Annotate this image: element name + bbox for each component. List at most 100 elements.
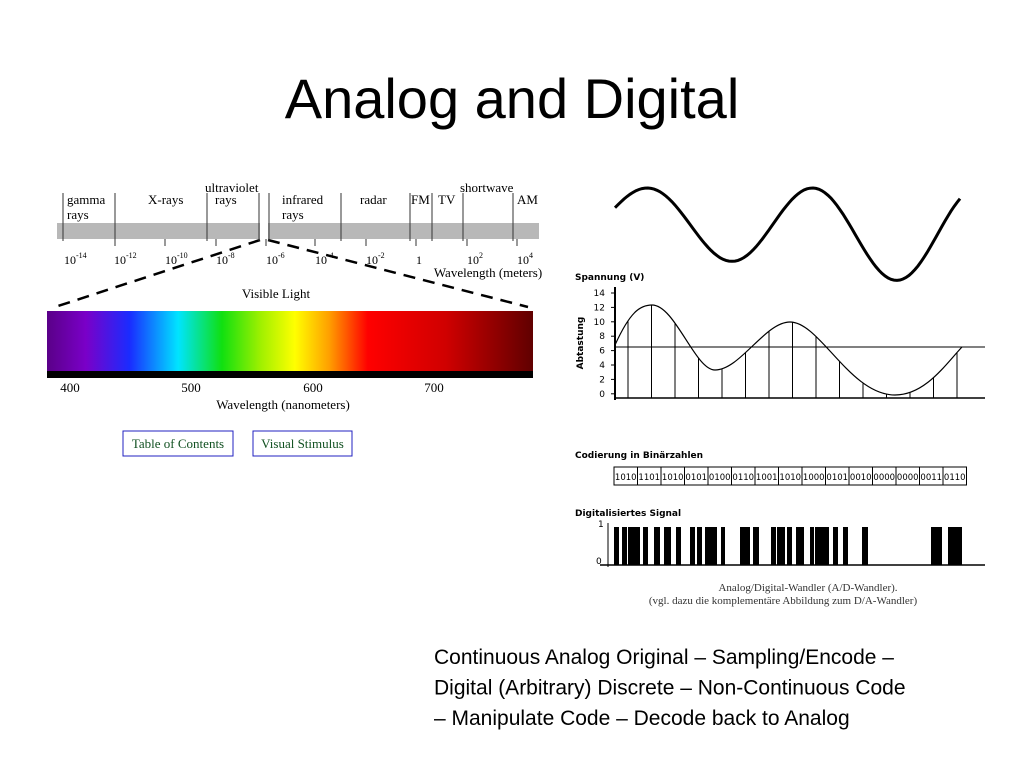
y-tick-label: 6 — [599, 347, 605, 357]
signal-pulse — [622, 527, 627, 565]
signal-pulse — [948, 527, 962, 565]
level-label: 1 — [598, 520, 604, 530]
graph-title: Spannung (V) — [575, 273, 644, 283]
tick-label: 600 — [303, 380, 323, 395]
axis-label: Wavelength (nanometers) — [216, 397, 350, 412]
signal-pulse — [796, 527, 801, 565]
analog-wave — [613, 186, 962, 282]
visible-axis — [47, 371, 533, 378]
scale-base: 10 — [315, 253, 327, 267]
caption-line: Continuous Analog Original – Sampling/En… — [434, 646, 894, 669]
y-tick-label: 10 — [594, 318, 606, 328]
scale-label: 10-10 — [165, 251, 188, 267]
scale-base: 10 — [216, 253, 228, 267]
code-label: 0011 — [920, 473, 942, 483]
band-label: rays — [282, 207, 304, 222]
signal-pulse — [705, 527, 717, 565]
y-tick-label: 0 — [599, 390, 605, 400]
graph-title: Digitalisiertes Signal — [575, 509, 681, 519]
band-label: rays — [67, 207, 89, 222]
signal-pulse — [628, 527, 640, 565]
scale-base: 10 — [64, 253, 76, 267]
code-label: 0110 — [944, 473, 966, 483]
scale-exponent: -8 — [228, 251, 235, 260]
spectrum-bar — [57, 223, 539, 239]
zoom-line — [54, 238, 261, 309]
link-button[interactable] — [122, 430, 234, 457]
signal-pulse — [664, 527, 671, 565]
signal-pulse — [643, 527, 648, 565]
y-tick-label: 2 — [599, 375, 605, 385]
scale-exponent: -12 — [126, 251, 137, 260]
visible-title: Visible Light — [242, 286, 311, 301]
signal-pulse — [800, 527, 804, 565]
scale-exponent: -14 — [76, 251, 87, 260]
band-label: rays — [215, 192, 237, 207]
signal-pulse — [697, 527, 702, 565]
code-label: 1101 — [638, 473, 660, 483]
scale-base: 10 — [114, 253, 126, 267]
signal-pulse — [740, 527, 750, 565]
scale-base: 10 — [165, 253, 177, 267]
scale-label: 10-8 — [216, 251, 235, 267]
zoom-line — [267, 238, 529, 309]
caption-line: – Manipulate Code – Decode back to Analo… — [434, 707, 850, 730]
scale-exponent: -2 — [378, 251, 385, 260]
signal-pulse — [654, 527, 660, 565]
tick-label: 400 — [60, 380, 80, 395]
code-label: 1001 — [756, 473, 778, 483]
slide-title: Analog and Digital — [285, 67, 740, 130]
code-label: 0010 — [850, 473, 872, 483]
band-label: AM — [517, 192, 538, 207]
band-label: TV — [438, 192, 456, 207]
scale-label: 10-14 — [64, 251, 87, 267]
band-label: ultraviolet — [205, 180, 259, 195]
scale-base: 1 — [416, 253, 422, 267]
scale-exponent: -10 — [177, 251, 188, 260]
signal-pulse — [843, 527, 848, 565]
scale-label: 104 — [517, 251, 533, 267]
signal-pulse — [777, 527, 785, 565]
y-tick-label: 4 — [599, 361, 605, 371]
scale-base: 10 — [467, 253, 479, 267]
scale-label: 10-4 — [315, 251, 334, 267]
code-label: 0101 — [826, 473, 848, 483]
band-label: radar — [360, 192, 387, 207]
code-cell — [942, 466, 967, 486]
y-tick-label: 12 — [594, 303, 605, 313]
link-button[interactable] — [252, 430, 353, 457]
signal-pulse — [676, 527, 681, 565]
scale-label: 10-12 — [114, 251, 137, 267]
signal-pulse — [614, 527, 619, 565]
band-label: X-rays — [148, 192, 183, 207]
signal-pulse — [753, 527, 759, 565]
signal-pulse — [815, 527, 829, 565]
tick-label: 700 — [424, 380, 444, 395]
level-label: 0 — [596, 557, 602, 567]
scale-base: 10 — [517, 253, 529, 267]
code-label: 1010 — [615, 473, 637, 483]
signal-pulse — [690, 527, 695, 565]
code-label: 0000 — [897, 473, 919, 483]
scale-base: 10 — [366, 253, 378, 267]
scale-label: 10-6 — [266, 251, 285, 267]
scale-label: 10-2 — [366, 251, 385, 267]
band-label: FM — [411, 192, 430, 207]
tick-label: 500 — [181, 380, 201, 395]
code-label: 0110 — [732, 473, 754, 483]
scale-label: 102 — [467, 251, 483, 267]
signal-pulse — [931, 527, 942, 565]
scale-exponent: -4 — [327, 251, 334, 260]
signal-pulse — [721, 527, 725, 565]
code-label: 0101 — [685, 473, 707, 483]
sampled-curve — [614, 304, 963, 396]
code-label: 1000 — [803, 473, 825, 483]
scale-base: 10 — [266, 253, 278, 267]
scale-exponent: 2 — [479, 251, 483, 260]
code-label: 0000 — [873, 473, 895, 483]
code-label: 1010 — [662, 473, 684, 483]
figure-caption: Analog/Digital-Wandler (A/D-Wandler). — [718, 582, 897, 594]
link-label[interactable]: Visual Stimulus — [261, 436, 344, 451]
link-label[interactable]: Table of Contents — [132, 436, 224, 451]
